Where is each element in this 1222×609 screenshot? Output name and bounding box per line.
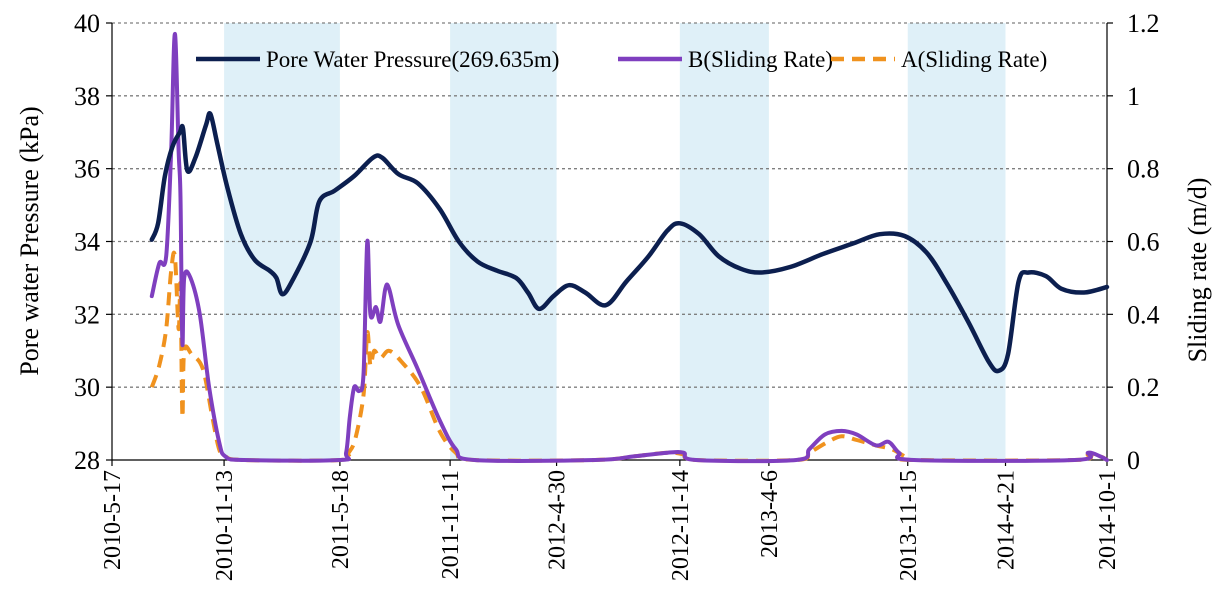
legend: Pore Water Pressure(269.635m) B(Sliding R…	[196, 47, 1047, 72]
y-tick-label: 28	[74, 446, 100, 475]
y-axis-right-title: Sliding rate (m/d)	[1183, 178, 1212, 363]
y-tick-label: 40	[74, 9, 100, 38]
y-tick-label: 30	[74, 373, 100, 402]
x-tick-label: 2010-5-17	[100, 470, 126, 570]
y-axis-left-ticks: 28 30 32 34 36 38 40	[74, 9, 112, 475]
y2-tick-label: 1.2	[1127, 9, 1160, 38]
x-tick-label: 2014-4-21	[994, 470, 1020, 570]
x-tick-label: 2012-4-30	[545, 470, 571, 570]
y2-tick-label: 0	[1127, 446, 1140, 475]
x-axis-ticks: 2010-5-17 2010-11-13 2011-5-18 2011-11-11 20…	[100, 460, 1121, 581]
y2-tick-label: 0.8	[1127, 155, 1160, 184]
x-tick-label: 2013-11-15	[896, 470, 922, 581]
y-axis-right-ticks: 0 0.2 0.4 0.6 0.8 1 1.2	[1107, 9, 1160, 475]
legend-label-1: B(Sliding Rate)	[688, 47, 833, 72]
gridlines	[112, 22, 1107, 388]
x-tick-label: 2011-5-18	[328, 470, 354, 569]
legend-label-0: Pore Water Pressure(269.635m)	[266, 47, 559, 72]
y2-tick-label: 0.4	[1127, 300, 1160, 329]
x-tick-label: 2013-4-6	[757, 470, 783, 558]
series-line-0	[149, 111, 1110, 374]
y2-tick-label: 0.2	[1127, 373, 1160, 402]
y2-tick-label: 1	[1127, 82, 1140, 111]
legend-label-2: A(Sliding Rate)	[901, 47, 1047, 72]
y-tick-label: 38	[74, 82, 100, 111]
y2-tick-label: 0.6	[1127, 228, 1160, 257]
x-tick-label: 2010-11-13	[212, 470, 238, 581]
x-tick-label: 2012-11-14	[668, 470, 694, 581]
y-tick-label: 32	[74, 300, 100, 329]
series-lines	[149, 31, 1110, 464]
y-tick-label: 34	[74, 228, 100, 257]
y-axis-left-title: Pore water Pressure (kPa)	[15, 106, 44, 375]
series-line-1	[149, 31, 1109, 464]
y-tick-label: 36	[74, 155, 100, 184]
x-tick-label: 2011-11-11	[438, 470, 464, 579]
series-line-2	[149, 250, 1109, 463]
x-tick-label: 2014-10-1	[1095, 470, 1121, 570]
